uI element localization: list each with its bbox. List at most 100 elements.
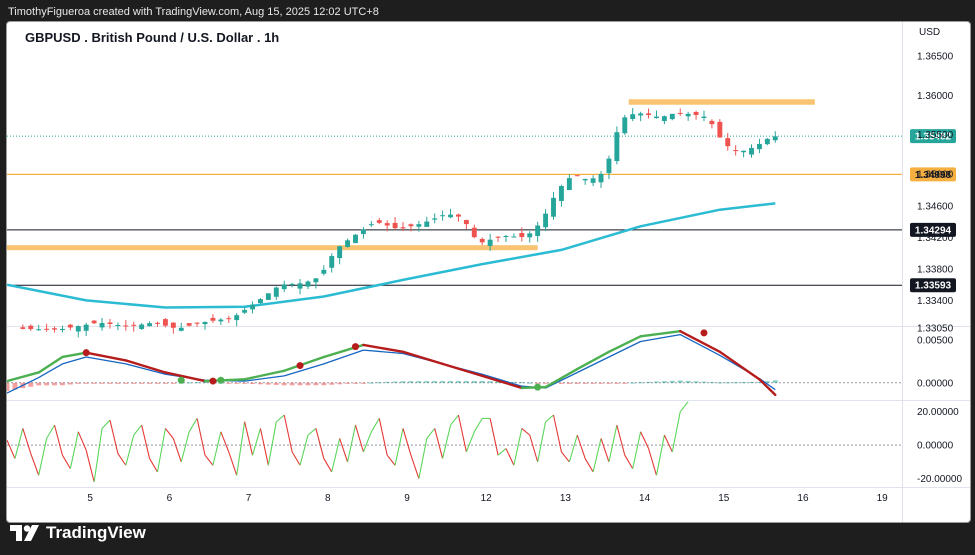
oscillator-segment <box>244 421 254 456</box>
candle-body <box>59 328 65 331</box>
candle-body <box>511 236 517 238</box>
currency-label[interactable]: USD <box>919 27 941 38</box>
macd-histogram-bar <box>345 382 351 384</box>
chart-canvas[interactable]: 1.35482 1.34998 1.34294 1.33593 1.33050 1.334… <box>7 22 970 522</box>
candle-body <box>91 320 97 324</box>
oscillator-tick-label: 20.00000 <box>917 407 959 418</box>
oscillator-segment <box>307 428 317 436</box>
macd-histogram-bar <box>756 381 762 383</box>
macd-histogram-bar <box>717 382 723 384</box>
oscillator-segment <box>434 428 444 459</box>
oscillator-segment <box>323 458 333 473</box>
oscillator-segment <box>133 424 143 436</box>
price-tick-label: 1.34600 <box>917 201 954 212</box>
oscillator-segment <box>164 428 174 439</box>
support-zone <box>7 245 538 251</box>
macd-histogram-bar <box>749 381 754 383</box>
candle-body <box>28 325 34 330</box>
macd-histogram-bar <box>685 380 691 383</box>
candle-body <box>107 322 113 325</box>
macd-histogram-bar <box>242 382 248 384</box>
time-axis-label: 7 <box>246 493 252 504</box>
chart-frame[interactable]: 1.35482 1.34998 1.34294 1.33593 1.33050 1.334… <box>6 21 971 523</box>
candle-body <box>582 178 588 181</box>
macd-histogram-bar <box>400 381 406 383</box>
candle-body <box>67 324 73 328</box>
oscillator-segment <box>331 438 341 473</box>
oscillator-segment <box>568 434 578 463</box>
macd-histogram-bar <box>7 382 10 391</box>
candle-body <box>503 236 509 237</box>
macd-histogram-bar <box>598 382 604 384</box>
macd-histogram-bar <box>147 382 153 384</box>
chart-title: GBPUSD . British Pound / U.S. Dollar . 1… <box>25 30 280 45</box>
macd-histogram-bar <box>273 382 279 385</box>
macd-histogram-bar <box>36 382 42 386</box>
signal-line-segment <box>607 335 642 354</box>
candle-body <box>685 113 691 117</box>
candle-body <box>281 284 287 290</box>
candle-body <box>242 309 248 313</box>
signal-line-segment <box>544 367 579 389</box>
oscillator-segment <box>513 428 523 466</box>
macd-histogram-bar <box>638 382 644 384</box>
macd-histogram-bar <box>669 380 675 383</box>
macd-histogram-bar <box>479 380 485 383</box>
signal-line-segment <box>718 350 761 381</box>
macd-histogram-bar <box>590 382 596 384</box>
candle-body <box>83 324 89 331</box>
macd-histogram-bar <box>519 382 525 384</box>
oscillator-segment <box>663 434 673 453</box>
macd-histogram-bar <box>741 382 747 384</box>
chart-credit: TimothyFigueroa created with TradingView… <box>8 6 379 18</box>
macd-histogram-bar <box>186 382 192 384</box>
candle-body <box>749 147 754 155</box>
macd-histogram-bar <box>194 382 200 384</box>
candle-body <box>52 328 57 330</box>
macd-histogram-bar <box>463 381 469 383</box>
price-tick-label: 1.34200 <box>917 233 954 244</box>
macd-histogram-bar <box>202 382 208 384</box>
signal-line-segment <box>679 329 722 354</box>
candle-body <box>376 220 382 223</box>
macd-histogram-bar <box>527 382 533 384</box>
oscillator-segment <box>545 414 554 423</box>
candle-body <box>772 136 778 141</box>
tradingview-brand[interactable]: TradingView <box>10 522 146 544</box>
oscillator-segment <box>592 438 602 473</box>
macd-histogram-bar <box>772 380 778 383</box>
macd-histogram-bar <box>234 382 240 384</box>
macd-histogram-bar <box>456 381 461 383</box>
price-tick-label: 1.33050 <box>917 324 954 335</box>
candle-body <box>44 328 50 330</box>
macd-histogram-bar <box>139 382 145 384</box>
oscillator-segment <box>291 451 301 466</box>
macd-histogram-bar <box>471 381 477 383</box>
oscillator-segment <box>640 431 650 449</box>
macd-histogram-bar <box>28 382 34 387</box>
candle-body <box>123 325 129 327</box>
candle-body <box>416 224 422 227</box>
oscillator-segment <box>537 421 547 463</box>
oscillator-segment <box>156 428 166 473</box>
macd-histogram-bar <box>376 382 382 384</box>
oscillator-segment <box>77 431 87 451</box>
candle-body <box>273 287 279 297</box>
macd-histogram-bar <box>646 381 652 383</box>
macd-histogram-bar <box>83 382 89 384</box>
candle-body <box>99 323 105 328</box>
macd-histogram-bar <box>44 382 50 386</box>
candle-body <box>115 324 121 326</box>
macd-histogram-bar <box>384 381 390 383</box>
candle-body <box>313 278 319 283</box>
candle-body <box>456 214 461 217</box>
macd-histogram-bar <box>226 382 232 384</box>
macd-histogram-bar <box>543 382 549 384</box>
oscillator-segment <box>370 418 380 433</box>
oscillator-segment <box>315 428 325 459</box>
signal-line-segment <box>441 362 484 378</box>
macd-histogram-bar <box>574 382 580 384</box>
oscillator-segment <box>69 431 79 469</box>
signal-line-segment <box>37 355 64 374</box>
candle-body <box>646 113 652 116</box>
